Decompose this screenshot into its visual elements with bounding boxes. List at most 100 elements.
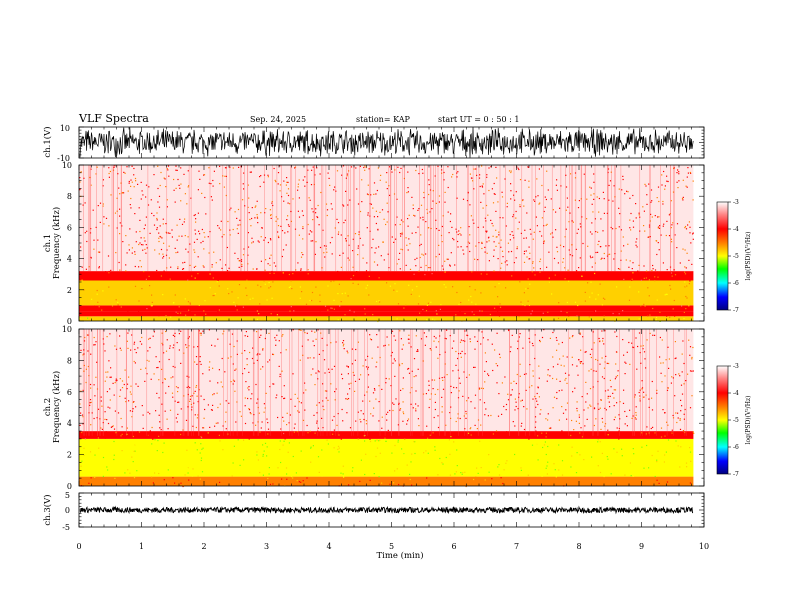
- spectrogram-pixel: [584, 291, 586, 293]
- spectrogram-pixel: [156, 296, 158, 298]
- spectrogram-pixel: [156, 212, 158, 214]
- spectrogram-pixel: [142, 414, 144, 416]
- spectrogram-pixel: [499, 356, 501, 359]
- spectrogram-pixel: [465, 485, 467, 488]
- spectrogram-pixel: [262, 474, 264, 476]
- spectrogram-pixel: [128, 249, 130, 251]
- spectrogram-pixel: [679, 419, 681, 421]
- spectrogram-pixel: [517, 228, 519, 230]
- spectrogram-pixel: [279, 373, 281, 375]
- spectrogram-pixel: [166, 168, 168, 170]
- spectrogram-band: [79, 305, 694, 312]
- spectrogram-pixel: [499, 274, 501, 276]
- spectrogram-pixel: [590, 356, 592, 359]
- spectrogram-pixel: [304, 176, 306, 178]
- spectrogram-pixel: [117, 301, 119, 303]
- spectrogram-pixel: [184, 193, 186, 195]
- spectrogram-pixel: [96, 293, 98, 295]
- spectrogram-pixel: [480, 467, 482, 469]
- spectrogram-pixel: [508, 329, 510, 332]
- spectrogram-pixel: [467, 464, 469, 466]
- spectrogram-pixel: [548, 282, 550, 284]
- spectrogram-pixel: [352, 467, 354, 469]
- spectrogram-pixel: [525, 373, 527, 375]
- spectrogram-pixel: [379, 211, 381, 213]
- spectrogram-pixel: [636, 246, 638, 248]
- spectrogram-pixel: [584, 300, 586, 302]
- spectrogram-pixel: [399, 408, 402, 410]
- spectrogram-pixel: [268, 287, 270, 289]
- spectrogram-pixel: [310, 461, 312, 463]
- spectrogram-pixel: [513, 262, 515, 264]
- spectrogram-pixel: [689, 370, 692, 372]
- spectrogram-pixel: [328, 282, 330, 284]
- spectrogram-pixel: [218, 434, 220, 436]
- spectrogram-pixel: [353, 311, 355, 313]
- spectrogram-pixel: [480, 273, 482, 275]
- spectrogram-pixel: [284, 438, 286, 440]
- spectrogram-pixel: [215, 262, 217, 264]
- spectrogram-pixel: [244, 335, 246, 337]
- spectrogram-pixel: [99, 251, 101, 253]
- spectrogram-pixel: [279, 190, 281, 192]
- spectrogram-pixel: [239, 464, 241, 466]
- spectrogram-pixel: [133, 167, 135, 170]
- spectrogram-pixel: [441, 462, 443, 464]
- spectrogram-pixel: [108, 172, 110, 175]
- spectrogram-pixel: [453, 386, 455, 389]
- spectrogram-pixel: [399, 223, 401, 226]
- spectrogram-pixel: [624, 361, 626, 363]
- spectrogram-pixel: [501, 196, 504, 198]
- spectrogram-pixel: [607, 397, 609, 399]
- spectrogram-pixel: [134, 445, 136, 447]
- spectrogram-pixel: [134, 253, 136, 255]
- spectrogram-pixel: [111, 313, 113, 315]
- spectrogram-pixel: [323, 252, 325, 254]
- spectrogram-pixel: [195, 426, 197, 429]
- spectrogram-band: [79, 438, 694, 477]
- spectrogram-pixel: [413, 358, 416, 360]
- spectrogram-pixel: [369, 479, 371, 481]
- spectrogram-pixel: [261, 299, 263, 301]
- spectrogram-pixel: [522, 347, 524, 349]
- spectrogram-pixel: [634, 394, 636, 396]
- spectrogram-pixel: [532, 398, 534, 400]
- spectrogram-pixel: [410, 293, 412, 295]
- spectrogram-pixel: [660, 427, 663, 429]
- spectrogram-pixel: [327, 309, 329, 311]
- spectrogram-pixel: [296, 444, 298, 446]
- spectrogram-pixel: [142, 194, 144, 196]
- spectrogram-pixel: [552, 366, 554, 368]
- spectrogram-pixel: [105, 431, 107, 433]
- spectrogram-pixel: [278, 340, 280, 342]
- spectrogram-pixel: [87, 365, 89, 368]
- spectrogram-pixel: [194, 361, 196, 363]
- spectrogram-pixel: [565, 174, 567, 176]
- spectrogram-pixel: [598, 240, 600, 242]
- spectrogram-pixel: [546, 451, 548, 453]
- spectrogram-pixel: [272, 483, 274, 485]
- spectrogram-pixel: [188, 309, 190, 311]
- spectrogram-pixel: [457, 357, 459, 360]
- spectrogram-pixel: [494, 307, 496, 309]
- spectrogram-pixel: [319, 287, 321, 289]
- spectrogram-pixel: [537, 386, 539, 388]
- spectrogram-pixel: [416, 350, 418, 352]
- spectrogram-pixel: [645, 185, 647, 187]
- spectrogram-pixel: [232, 228, 234, 231]
- spectrogram-pixel: [247, 232, 249, 234]
- spectrogram-pixel: [654, 269, 657, 271]
- spectrogram-pixel: [515, 210, 517, 213]
- spectrogram-pixel: [541, 217, 543, 219]
- spectrogram-pixel: [601, 304, 603, 306]
- spectrogram-pixel: [630, 212, 632, 215]
- spectrogram-pixel: [673, 269, 675, 271]
- spectrogram-pixel: [548, 251, 550, 253]
- spectrogram-pixel: [670, 272, 673, 274]
- spectrogram-pixel: [158, 232, 160, 234]
- spectrogram-pixel: [389, 292, 391, 294]
- spectrogram-pixel: [682, 199, 684, 201]
- spectrogram-pixel: [532, 261, 534, 263]
- spectrogram-pixel: [613, 397, 615, 399]
